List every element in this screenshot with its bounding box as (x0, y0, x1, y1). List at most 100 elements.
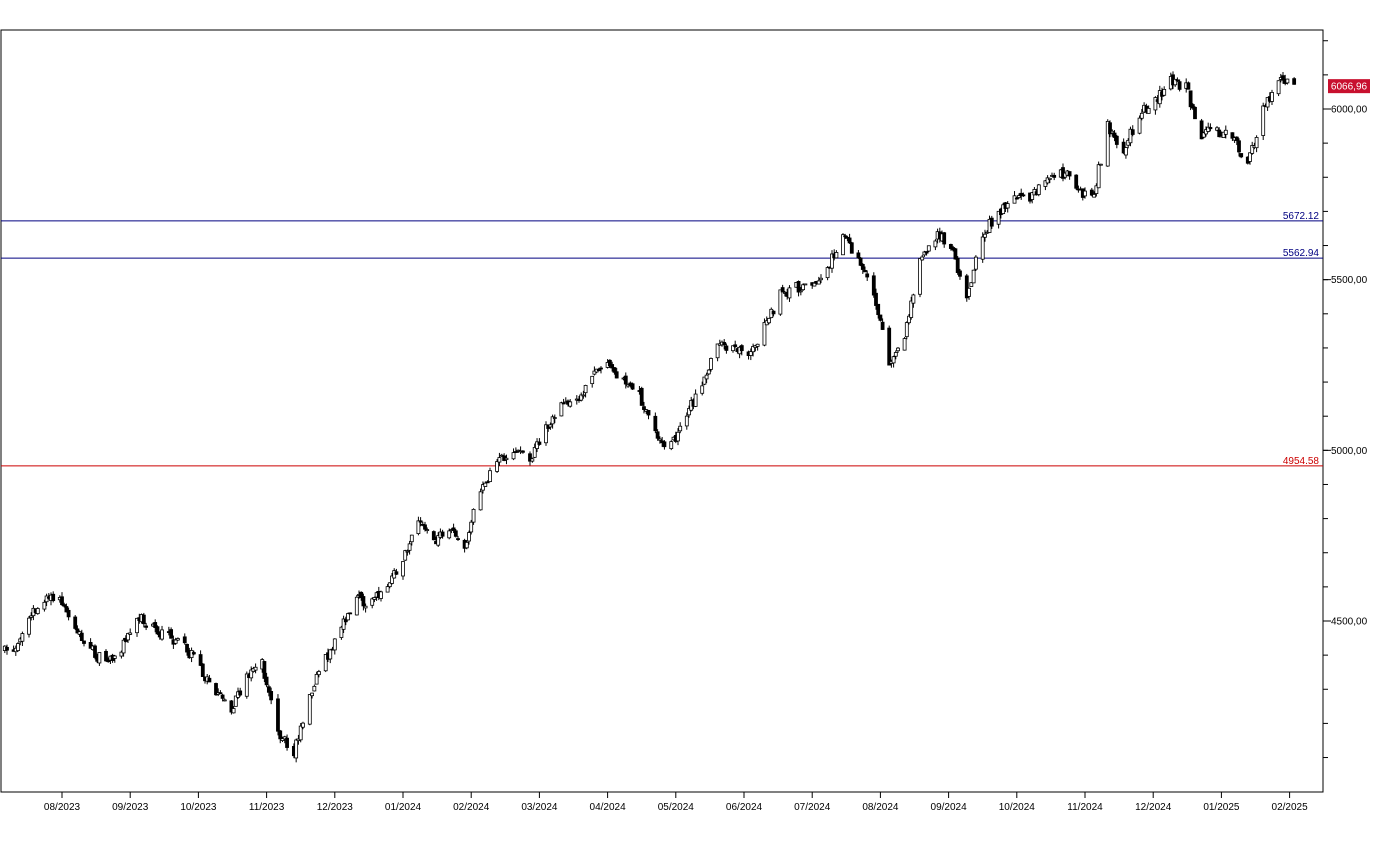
candle-up (568, 401, 573, 407)
candle-up (532, 447, 537, 458)
candle-down (1112, 132, 1117, 138)
candle-down (485, 481, 490, 484)
candle-up (469, 521, 474, 533)
candle-down (348, 612, 353, 615)
candle-up (488, 470, 492, 483)
candle-up (409, 534, 414, 543)
candle-up (20, 633, 25, 642)
candle-up (244, 673, 249, 697)
candle-up (704, 374, 709, 380)
candle-up (387, 582, 392, 588)
candle-down (1021, 194, 1026, 197)
candle-down (739, 345, 744, 352)
candle-down (646, 410, 651, 416)
candle-down (964, 275, 969, 299)
candle-up (1248, 152, 1252, 162)
candle-up (559, 402, 564, 417)
candle-down (66, 609, 71, 618)
candle-up (310, 692, 314, 697)
candle-down (849, 242, 854, 254)
candle-up (983, 233, 987, 238)
candle-up (825, 267, 830, 279)
candle-down (266, 686, 271, 693)
candle-up (834, 252, 839, 259)
candle-up (751, 346, 755, 353)
candle-up (552, 417, 557, 419)
candle-up (1265, 97, 1270, 108)
candle-up (1005, 203, 1010, 209)
candle-down (924, 251, 929, 254)
candle-up (1083, 190, 1087, 197)
candle-up (407, 543, 412, 551)
candle-down (262, 661, 267, 679)
candle-up (1285, 78, 1290, 84)
candle-up (530, 458, 535, 462)
candle-down (64, 606, 69, 613)
candle-up (314, 673, 319, 685)
candle-down (1108, 122, 1112, 135)
candle-down (953, 248, 958, 260)
candle-up (812, 282, 817, 287)
candle-down (1199, 120, 1204, 140)
candle-down (942, 232, 947, 245)
candle-down (653, 415, 658, 432)
candle-down (1292, 78, 1297, 85)
candle-down (182, 636, 187, 644)
candle-down (75, 628, 80, 634)
candle-down (561, 402, 566, 405)
x-tick-label: 04/2024 (590, 802, 627, 813)
x-tick-label: 02/2024 (453, 802, 490, 813)
candle-down (955, 257, 960, 273)
candle-up (816, 280, 821, 285)
candle-down (453, 530, 458, 537)
candle-up (1254, 137, 1259, 149)
candle-down (1186, 82, 1191, 90)
candle-up (341, 618, 346, 630)
candle-down (1177, 81, 1182, 90)
candle-down (599, 367, 603, 370)
candle-down (858, 257, 863, 266)
candle-up (354, 596, 359, 616)
candle-up (29, 615, 34, 618)
candle-down (191, 652, 196, 655)
candle-down (73, 616, 78, 629)
candle-down (456, 538, 460, 540)
candle-up (1157, 90, 1162, 105)
x-tick-label: 10/2023 (180, 802, 217, 813)
y-tick-label: 5000,00 (1331, 446, 1368, 457)
candle-down (596, 369, 601, 372)
candle-down (1281, 75, 1285, 81)
x-tick-label: 07/2024 (794, 802, 831, 813)
candle-down (431, 531, 436, 541)
candle-down (639, 387, 644, 406)
candle-up (363, 605, 368, 609)
candle-down (93, 645, 97, 658)
candle-down (418, 520, 423, 523)
candle-down (343, 618, 348, 623)
candle-up (709, 358, 713, 370)
candle-up (1105, 120, 1110, 167)
candle-down (1190, 104, 1195, 109)
candle-up (222, 699, 227, 702)
candle-up (1110, 130, 1115, 134)
candle-down (185, 643, 189, 653)
candle-down (423, 524, 427, 530)
candle-down (218, 692, 223, 695)
candle-down (642, 406, 646, 410)
candle-down (153, 622, 158, 629)
candle-up (830, 253, 834, 269)
candle-up (1043, 180, 1048, 187)
candle-up (128, 632, 133, 635)
candle-up (1206, 126, 1211, 132)
x-tick-label: 08/2023 (44, 802, 81, 813)
candle-up (933, 240, 938, 248)
candle-up (481, 484, 485, 491)
candle-up (176, 638, 180, 641)
candle-up (1201, 132, 1206, 138)
candle-up (1030, 192, 1035, 200)
candle-up (332, 638, 337, 651)
candle-down (1074, 174, 1079, 189)
candle-down (1114, 135, 1119, 145)
candle-down (200, 663, 205, 678)
candle-up (323, 653, 328, 672)
